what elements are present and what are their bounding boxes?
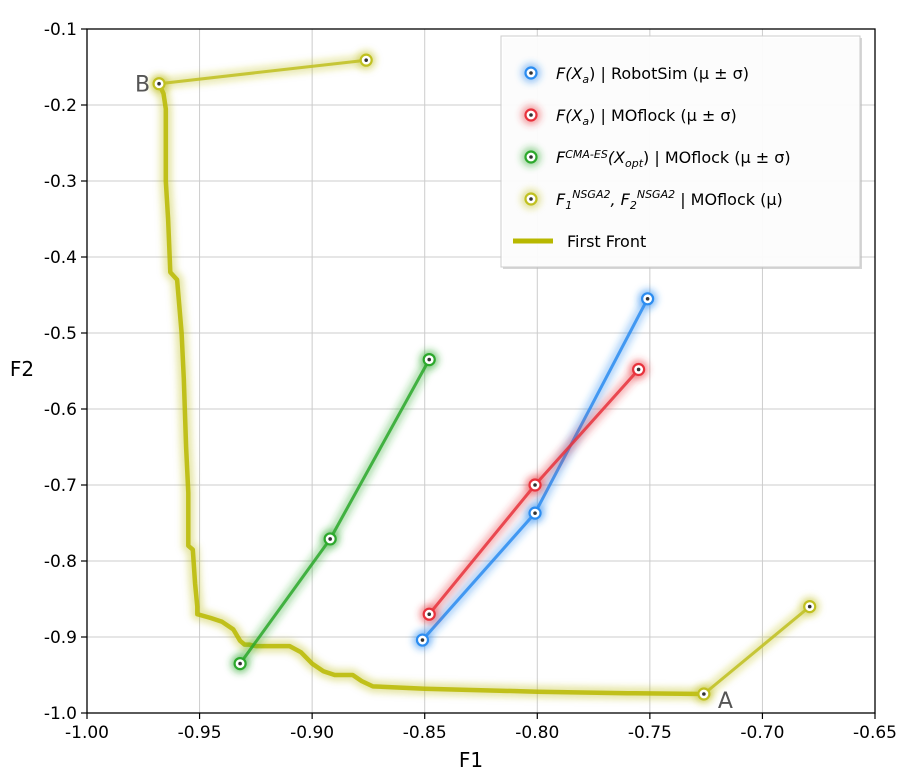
series-2-point [320, 528, 341, 549]
legend-marker-center [529, 197, 533, 201]
series-layer [149, 50, 820, 704]
series-3-point [693, 684, 714, 704]
y-tick-label: -0.2 [44, 96, 77, 116]
series-1-point [525, 475, 546, 495]
series-3-point-center [702, 692, 706, 696]
legend-box [500, 35, 861, 268]
plot-frame [86, 28, 876, 714]
series-2-line-group [234, 354, 435, 670]
series-0-point [412, 630, 433, 651]
series-3-point [356, 50, 377, 71]
series-3-segment-0-group [153, 54, 372, 90]
series-2-line-glow [234, 354, 435, 670]
series-1-point [419, 604, 440, 625]
series-1-point-center [427, 612, 432, 616]
series-0-point [637, 288, 658, 309]
series-2-point-center [427, 357, 432, 362]
x-tick-label: -0.95 [178, 723, 222, 743]
series-2-point [230, 653, 251, 674]
x-tick-label: -0.80 [515, 723, 559, 743]
series-1-point-center [533, 483, 537, 487]
x-axis-label: F1 [459, 748, 483, 772]
series-0-point-center [420, 638, 425, 642]
series-1-point [628, 359, 649, 380]
axis-ticks: -1.00 -0.95 -0.90 -0.85 -0.80 -0.75 -0.70 -0.65… [44, 20, 897, 743]
legend-label: FCMA-ES(Xopt) | MOflock (μ ± σ) [556, 148, 791, 170]
y-tick-label: -1.0 [44, 704, 77, 724]
series-3-segment-1-group [698, 601, 816, 700]
y-tick-label: -0.9 [44, 628, 77, 648]
legend-marker-center [529, 113, 533, 117]
legend-marker-center [529, 155, 533, 159]
first-front-line [156, 81, 707, 697]
y-tick-label: -0.3 [44, 172, 77, 192]
series-3-point [799, 596, 820, 617]
series-3-segment-0 [157, 58, 368, 86]
y-tick-label: -0.1 [44, 20, 77, 40]
x-tick-label: -0.85 [403, 723, 447, 743]
y-tick-label: -0.6 [44, 400, 77, 420]
series-1-point-center [636, 367, 641, 372]
y-tick-label: -0.7 [44, 476, 77, 496]
x-tick-label: -0.90 [290, 723, 334, 743]
y-axis-label: F2 [10, 357, 34, 381]
annotation-a: A [718, 689, 733, 714]
series-0-point-center [533, 511, 537, 515]
y-tick-label: -0.8 [44, 552, 77, 572]
x-tick-label: -0.65 [853, 723, 897, 743]
annotations: AB [135, 73, 733, 714]
legend-label: First Front [567, 232, 646, 251]
annotation-b: B [135, 73, 150, 98]
series-3-point-center [157, 81, 161, 86]
series-3-point-center [364, 58, 368, 62]
legend: F(Xa) | RobotSim (μ ± σ) F(Xa) | MOflock … [500, 35, 862, 269]
legend-label: F(Xa) | RobotSim (μ ± σ) [556, 64, 749, 86]
series-3-segment-1 [702, 605, 812, 696]
series-3-point-center [807, 604, 812, 609]
legend-label: F1NSGA2, F2NSGA2 | MOflock (μ) [556, 188, 783, 212]
series-3-point [149, 73, 170, 94]
legend-label: F(Xa) | MOflock (μ ± σ) [556, 106, 737, 128]
series-2-point [419, 349, 440, 370]
y-tick-label: -0.5 [44, 324, 77, 344]
x-tick-label: -0.75 [628, 723, 672, 743]
series-0-point-center [645, 297, 650, 301]
legend-marker-center [529, 71, 533, 75]
first-front-line-group [152, 77, 711, 701]
x-tick-label: -0.70 [740, 723, 784, 743]
series-0-point [525, 503, 546, 524]
y-tick-label: -0.4 [44, 248, 77, 268]
x-tick-label: -1.00 [65, 723, 109, 743]
series-2-point-center [238, 661, 242, 666]
series-2-point-center [328, 537, 332, 541]
